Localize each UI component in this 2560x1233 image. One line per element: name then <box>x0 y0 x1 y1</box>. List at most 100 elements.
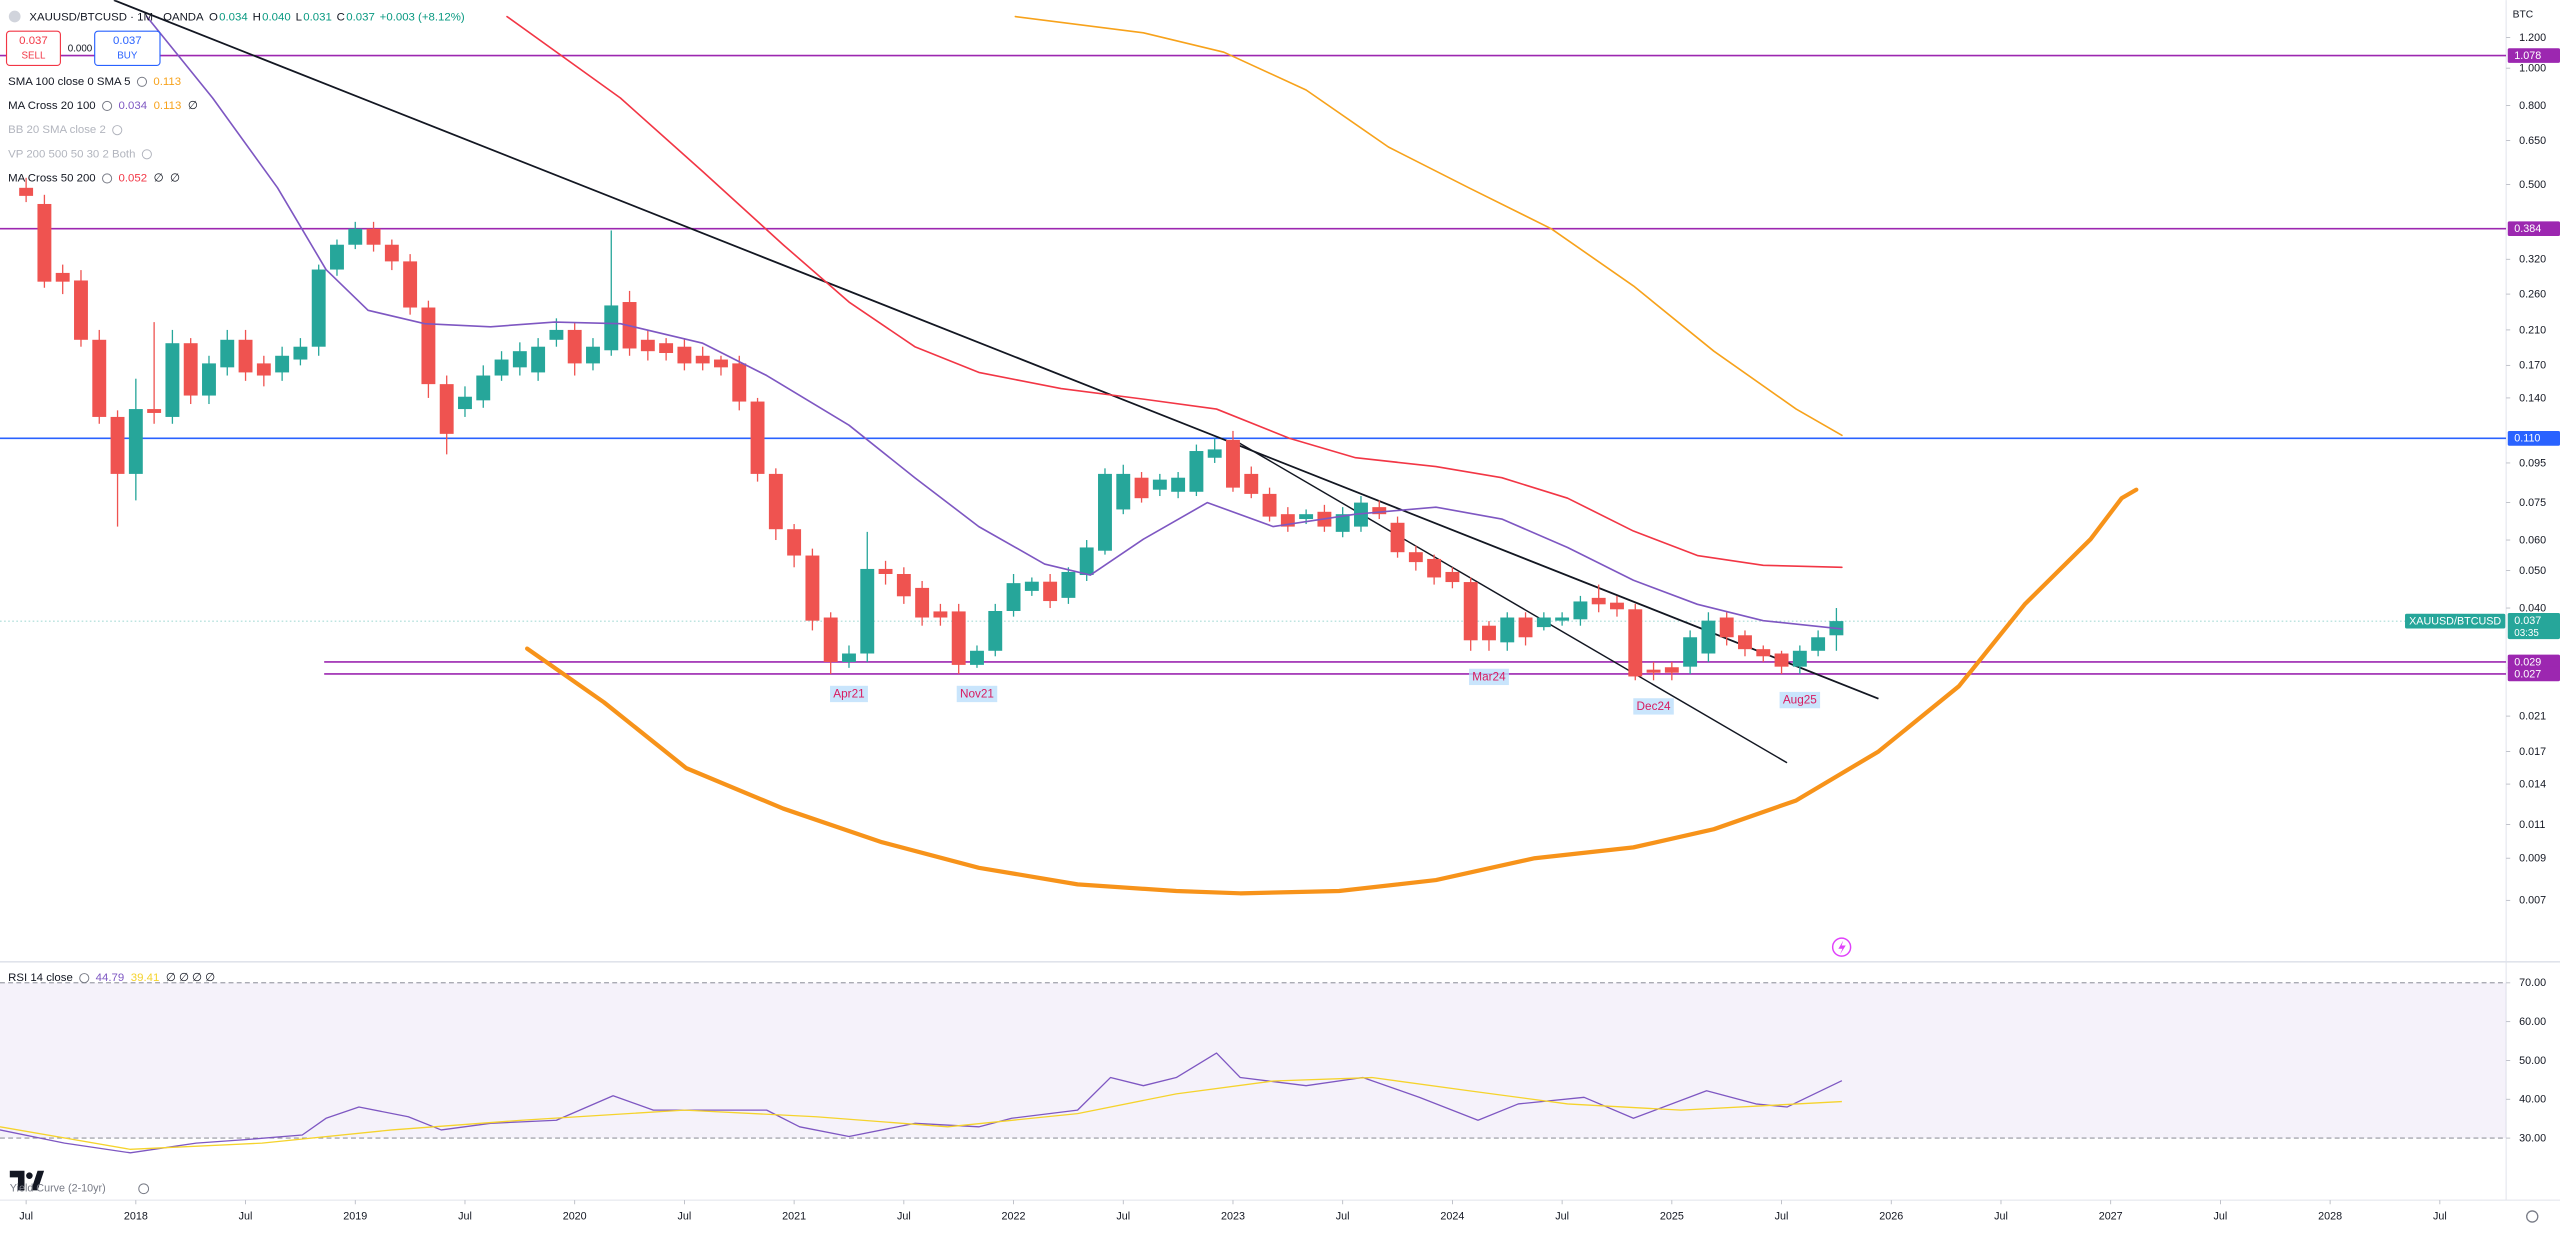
candle-body <box>1792 650 1807 667</box>
last-price-label: 0.037 <box>2514 615 2541 627</box>
rsi-eye[interactable] <box>79 973 90 984</box>
eye-icon[interactable] <box>138 1183 150 1195</box>
price-tag <box>2507 48 2560 63</box>
y-tick-label: 0.050 <box>2519 565 2546 577</box>
candle-body <box>1756 649 1771 657</box>
candle-body <box>640 339 655 352</box>
candle-body <box>1061 571 1076 598</box>
indicator-name[interactable]: SMA 100 close 0 SMA 5 <box>8 76 130 88</box>
price-tag <box>2507 666 2560 682</box>
rsi-legend-value: 39.41 <box>131 972 160 984</box>
candle-body <box>293 346 308 360</box>
indicator-value: 0.034 <box>119 100 148 112</box>
candle-body <box>988 610 1003 651</box>
indicator-line <box>506 15 1843 569</box>
y-tick-label: 1.200 <box>2519 32 2546 44</box>
candle-body <box>604 305 619 351</box>
candle-body <box>1408 552 1423 563</box>
candle-body <box>1262 493 1277 517</box>
candle-body <box>403 261 418 308</box>
candle-body <box>165 343 180 417</box>
settings-icon[interactable] <box>2526 1210 2539 1223</box>
price-tag-label: 0.110 <box>2514 433 2540 445</box>
indicator-eye[interactable] <box>102 100 113 112</box>
y-tick-label: 0.260 <box>2519 288 2546 300</box>
indicator-eye[interactable] <box>141 149 152 160</box>
indicator-eye[interactable] <box>136 76 148 87</box>
candle-body <box>1427 558 1442 578</box>
candle-body <box>549 329 564 340</box>
y-tick-label: 0.210 <box>2519 324 2546 336</box>
candle-body <box>1482 625 1496 641</box>
candle-body <box>1226 439 1240 488</box>
y-tick-label: 0.011 <box>2519 819 2545 831</box>
indicator-value: ∅ <box>188 100 198 112</box>
candle-body <box>1664 667 1679 673</box>
candle-body <box>787 529 802 556</box>
rsi-y-tick-label: 30.00 <box>2519 1132 2546 1144</box>
candle-body <box>256 363 271 376</box>
candle-body <box>384 244 399 262</box>
candle-body <box>823 617 838 662</box>
y-tick-label: 0.650 <box>2519 135 2546 147</box>
price-tag <box>2507 431 2560 446</box>
indicator-eye[interactable] <box>112 125 123 136</box>
candle-body <box>768 473 783 530</box>
indicator-eye[interactable] <box>102 173 113 184</box>
y-tick-label: 0.095 <box>2519 457 2546 469</box>
annotation-bg <box>1633 698 1674 715</box>
rsi-title[interactable]: RSI 14 close <box>8 972 73 984</box>
indicator-name[interactable]: MA Cross 50 200 <box>8 172 96 184</box>
candle-body <box>531 346 546 373</box>
y-tick-label: 0.800 <box>2519 100 2546 112</box>
candle-body <box>1134 477 1149 499</box>
x-tick-label: Jul <box>1336 1210 1350 1222</box>
candle-body <box>128 409 143 474</box>
yield-curve-label[interactable]: Yield Curve (2-10yr) <box>10 1183 106 1195</box>
buy-price: 0.037 <box>113 35 142 47</box>
candle-body <box>1171 477 1186 492</box>
y-tick-label: 0.140 <box>2519 392 2546 404</box>
y-tick-label: 0.007 <box>2519 895 2546 907</box>
trendline <box>113 0 1879 700</box>
buy-button[interactable] <box>94 30 161 67</box>
candle-body <box>1573 601 1588 620</box>
symbol-tag <box>2405 613 2506 629</box>
tradingview-logo[interactable] <box>9 1170 45 1191</box>
sell-price: 0.037 <box>19 35 48 47</box>
ohlc-value: 0.031 <box>303 11 332 23</box>
rsi-line <box>0 1052 1843 1154</box>
ohlc-value: 0.037 <box>346 11 375 23</box>
candle-body <box>933 611 948 618</box>
ohlc-key: C <box>337 11 345 23</box>
indicator-name[interactable]: VP 200 500 50 30 2 Both <box>8 148 135 160</box>
ohlc-value: 0.034 <box>219 11 248 23</box>
indicator-value: 0.113 <box>154 100 182 112</box>
x-tick-label: 2024 <box>1440 1210 1464 1222</box>
annotation-label: Nov21 <box>960 688 994 701</box>
y-tick-label: 0.017 <box>2519 746 2546 758</box>
indicator-name[interactable]: BB 20 SMA close 2 <box>8 124 106 136</box>
candle-body <box>1463 582 1478 641</box>
indicator-name[interactable]: MA Cross 20 100 <box>8 100 96 112</box>
y-tick-label: 0.500 <box>2519 179 2546 191</box>
annotation-bg <box>1779 691 1821 709</box>
currency-label[interactable]: BTC <box>2513 10 2534 21</box>
symbol-title[interactable]: XAUUSD/BTCUSD · 1M · OANDA <box>29 11 204 23</box>
ohlc-values: O 0.034 H 0.040 L 0.031 C 0.037 +0.003 (+8.12%) <box>209 11 465 23</box>
x-tick-label: 2023 <box>1221 1210 1245 1222</box>
y-tick-label: 0.075 <box>2519 497 2546 509</box>
candle-body <box>1646 669 1661 673</box>
candle-body <box>586 346 600 364</box>
indicator-value: 0.113 <box>153 76 181 88</box>
x-tick-label: 2026 <box>1879 1210 1903 1222</box>
alert-icon[interactable] <box>1831 937 1852 957</box>
y-tick-label: 0.021 <box>2519 710 2546 722</box>
candle-body <box>1372 507 1387 515</box>
candle-body <box>238 339 253 373</box>
sell-button[interactable] <box>5 30 61 67</box>
annotation-label: Apr21 <box>833 688 864 701</box>
candle-body <box>1591 597 1606 605</box>
candle-body <box>1683 637 1698 667</box>
